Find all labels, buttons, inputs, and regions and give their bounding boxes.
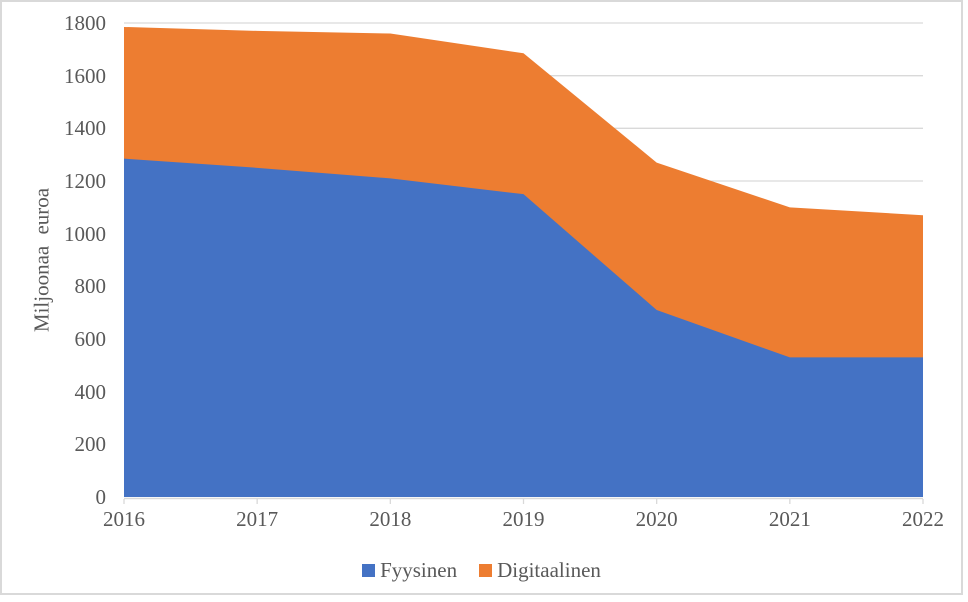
y-axis-tick-label: 1600 [64,63,106,88]
legend-label-fyysinen: Fyysinen [380,558,458,582]
y-axis-tick-label: 0 [95,485,107,509]
y-axis-tick-label: 1800 [64,11,106,35]
legend-label-digitaalinen: Digitaalinen [497,558,601,582]
y-axis-tick-label: 1400 [64,116,106,141]
y-axis-tick-label: 1200 [64,169,106,193]
legend: Fyysinen Digitaalinen [0,556,963,584]
legend-swatch-digitaalinen-icon [479,563,493,577]
x-axis-tick-label: 2018 [369,507,412,531]
y-axis-tick-label: 400 [74,379,107,404]
y-axis-tick-label: 200 [74,432,107,457]
area-series-fyysinen [124,158,923,497]
x-axis-tick-label: 2019 [502,507,545,531]
x-axis-tick-label: 2021 [768,507,811,531]
legend-item-fyysinen: Fyysinen [362,556,457,584]
legend-swatch-fyysinen-icon [362,563,376,577]
legend-swatch-digitaalinen-rect [479,563,493,577]
y-axis-title: Miljoonaa euroa [29,187,54,333]
x-axis-tick-label: 2017 [236,507,279,531]
x-axis-tick-label: 2020 [635,507,678,531]
y-axis-tick-label: 800 [74,274,107,299]
y-axis-tick-label: 1000 [64,221,106,246]
x-axis-tick-label: 2022 [902,507,944,531]
x-axis-tick-label: 2016 [103,507,145,531]
y-axis-tick-label: 600 [74,327,107,351]
legend-swatch-fyysinen-rect [362,563,376,577]
legend-item-digitaalinen: Digitaalinen [479,556,601,584]
